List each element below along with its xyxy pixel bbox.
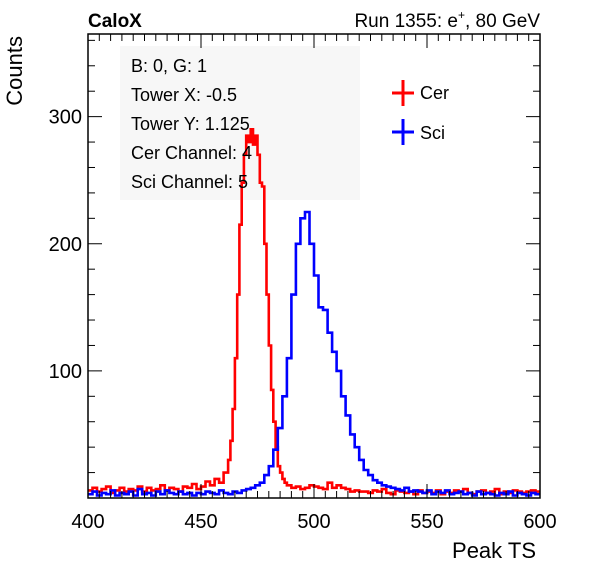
y-tick-label: 300: [49, 107, 82, 129]
info-line-5: Sci Channel: 5: [131, 172, 248, 192]
header-right-sup: +: [458, 8, 465, 22]
y-tick-label: 100: [49, 361, 82, 383]
x-axis-title: Peak TS: [452, 538, 536, 563]
x-tick-label: 400: [71, 511, 104, 533]
y-axis-title: Counts: [2, 36, 27, 106]
info-line-4: Cer Channel: 4: [131, 143, 252, 163]
header-right-label: Run 1355: e+, 80 GeV: [354, 8, 540, 32]
header-left-label: CaloX: [88, 11, 142, 32]
x-tick-label: 550: [410, 511, 443, 533]
legend-sci-label: Sci: [420, 123, 445, 143]
info-box: [120, 46, 360, 200]
x-tick-label: 500: [297, 511, 330, 533]
x-tick-label: 600: [523, 511, 556, 533]
info-line-2: Tower X: -0.5: [131, 85, 237, 105]
curves-layer: [88, 128, 540, 497]
series-cer-line: [88, 128, 540, 496]
axes-layer: 400 450 500 550 600 100 200 300: [49, 33, 557, 533]
series-sci-line: [88, 210, 540, 497]
info-line-1: B: 0, G: 1: [131, 56, 207, 76]
info-text-layer: B: 0, G: 1 Tower X: -0.5 Tower Y: 1.125 …: [131, 56, 252, 192]
header-right-suffix: , 80 GeV: [465, 11, 540, 32]
header-right-prefix: Run 1355: e: [354, 11, 458, 32]
legend-cer-label: Cer: [420, 83, 449, 103]
legend: Cer Sci: [392, 80, 449, 145]
x-tick-label: 450: [184, 511, 217, 533]
info-line-3: Tower Y: 1.125: [131, 114, 250, 134]
y-tick-label: 200: [49, 234, 82, 256]
